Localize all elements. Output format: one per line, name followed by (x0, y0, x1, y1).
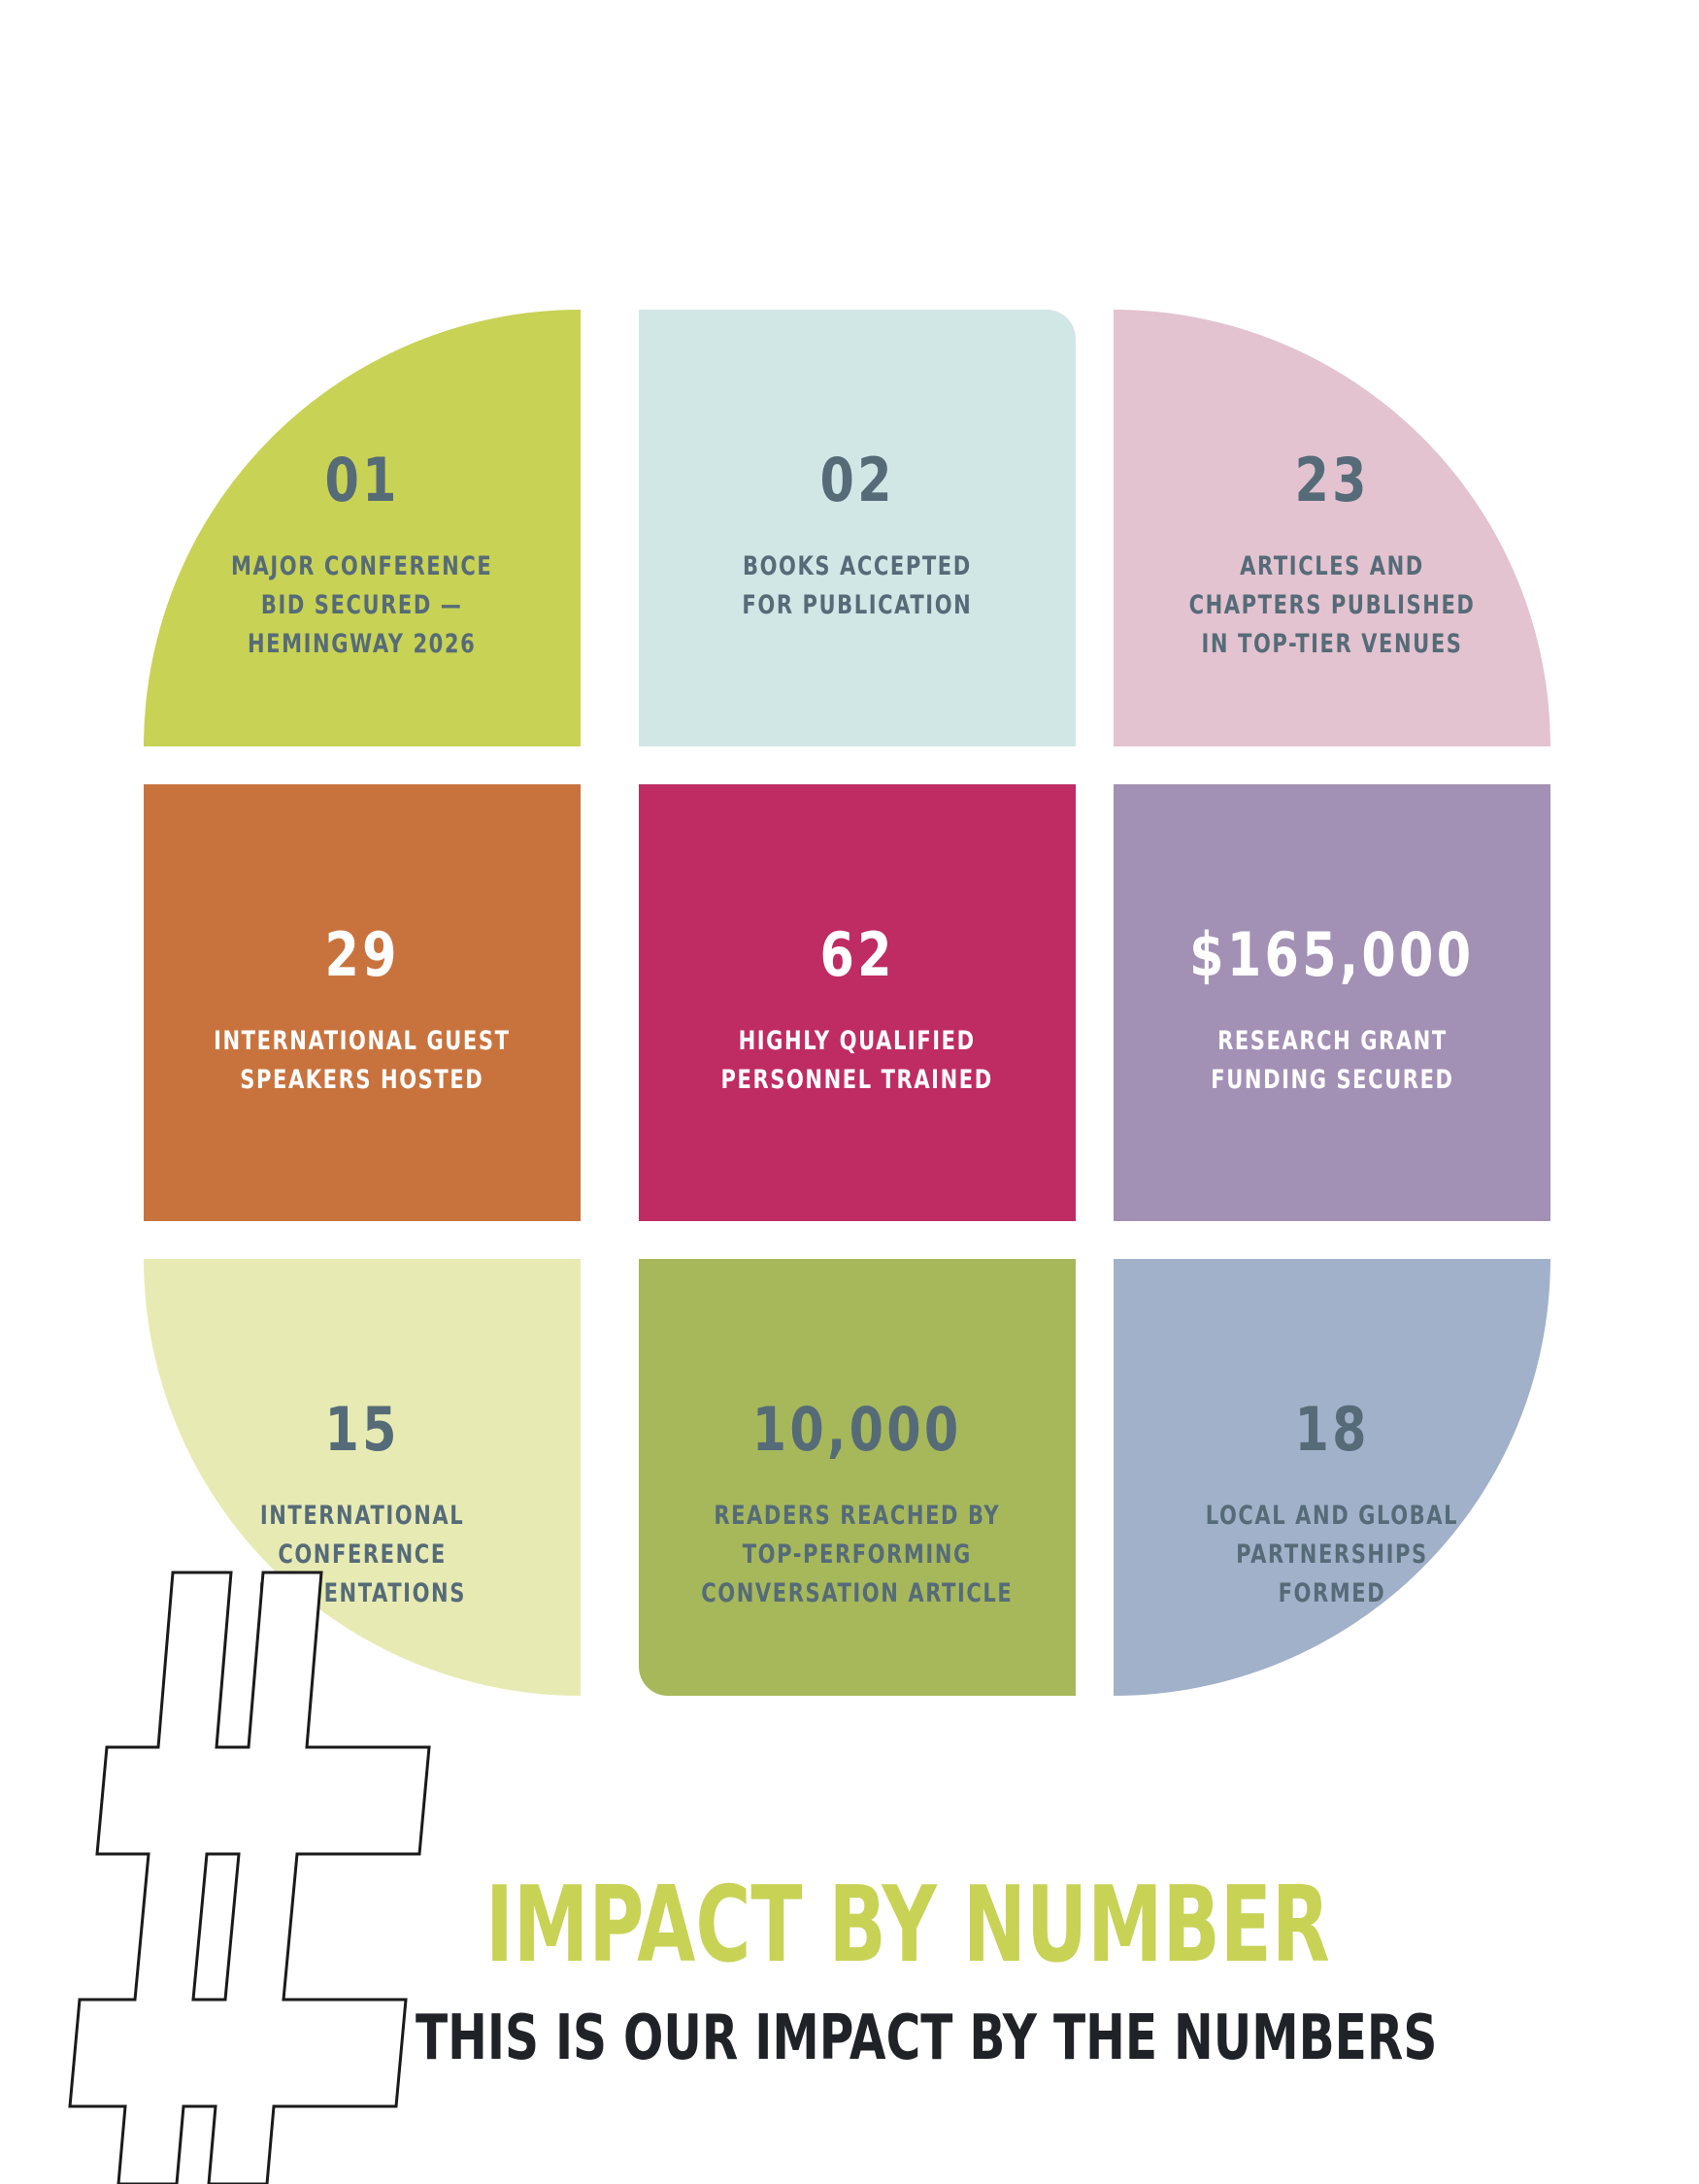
stat-tile-conference-bid: 01 MAJOR CONFERENCE BID SECURED — HEMING… (144, 310, 581, 746)
stat-tile-personnel: 62 HIGHLY QUALIFIED PERSONNEL TRAINED (639, 784, 1076, 1221)
stat-label: INTERNATIONAL GUEST SPEAKERS HOSTED (214, 1026, 511, 1095)
stat-label: BOOKS ACCEPTED FOR PUBLICATION (742, 551, 973, 620)
stat-tile-articles: 23 ARTICLES AND CHAPTERS PUBLISHED IN TO… (1114, 310, 1550, 746)
stat-number: 23 (1294, 445, 1370, 515)
stat-number: 02 (819, 445, 895, 515)
page-subtitle: THIS IS OUR IMPACT BY THE NUMBERS (416, 2002, 1438, 2074)
stat-number: 18 (1294, 1394, 1370, 1465)
stat-label: READERS REACHED BY TOP-PERFORMING CONVER… (701, 1501, 1014, 1608)
stat-number: 10,000 (752, 1394, 962, 1465)
stat-tile-partnerships: 18 LOCAL AND GLOBAL PARTNERSHIPS FORMED (1114, 1259, 1550, 1696)
stat-label: MAJOR CONFERENCE BID SECURED — HEMINGWAY… (231, 551, 493, 659)
stat-number: 15 (324, 1394, 400, 1465)
stat-label: ARTICLES AND CHAPTERS PUBLISHED IN TOP-T… (1188, 551, 1476, 659)
stat-number: 01 (324, 445, 400, 515)
hashtag-outline-icon (68, 1571, 431, 2184)
stat-number: 62 (819, 919, 895, 990)
stat-number: $165,000 (1189, 919, 1475, 990)
stat-tile-books: 02 BOOKS ACCEPTED FOR PUBLICATION (639, 310, 1076, 746)
stat-number: 29 (324, 919, 400, 990)
stat-tile-guest-speakers: 29 INTERNATIONAL GUEST SPEAKERS HOSTED (144, 784, 581, 1221)
stat-label: RESEARCH GRANT FUNDING SECURED (1210, 1026, 1454, 1095)
stat-tile-readers: 10,000 READERS REACHED BY TOP-PERFORMING… (639, 1259, 1076, 1696)
stat-label: HIGHLY QUALIFIED PERSONNEL TRAINED (720, 1026, 994, 1095)
stat-tile-grant-funding: $165,000 RESEARCH GRANT FUNDING SECURED (1114, 784, 1550, 1221)
stat-label: LOCAL AND GLOBAL PARTNERSHIPS FORMED (1205, 1501, 1459, 1608)
page-title: IMPACT BY NUMBER (485, 1865, 1330, 1986)
